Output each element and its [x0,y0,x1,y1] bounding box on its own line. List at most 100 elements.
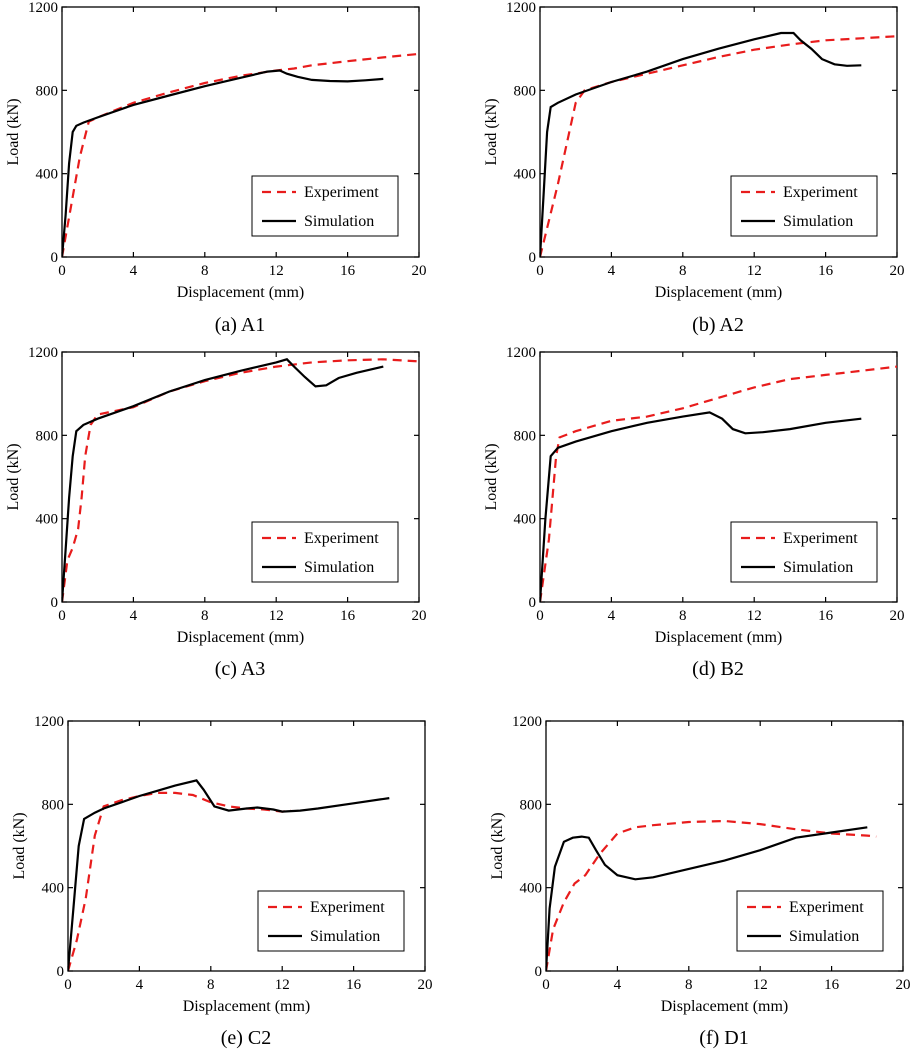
y-tick-label: 400 [36,167,59,183]
series-line-simulation [62,358,384,602]
x-tick-label: 12 [269,263,284,279]
plot-frame [545,720,904,972]
series-line-simulation [546,826,868,971]
x-tick-label: 12 [747,263,762,279]
x-tick-label: 8 [685,977,693,993]
plot-frame [67,720,426,972]
plot-frame [539,6,898,258]
y-tick-label: 1200 [34,714,64,730]
x-tick-label: 0 [58,608,66,624]
y-tick-label: 0 [529,250,537,266]
chart-panel-2: 0 4 8 12 16 20 0 400 800 1200 Displacement (mm) Loa… [483,0,905,336]
y-tick-label: 800 [36,428,59,444]
x-axis-label: Displacement (mm) [177,284,305,301]
x-tick-label: 0 [536,263,544,279]
x-axis-label: Displacement (mm) [177,629,305,646]
plot-frame [539,351,898,603]
legend-label-simulation: Simulation [304,559,374,576]
x-axis-label: Displacement (mm) [655,284,783,301]
legend-label-experiment: Experiment [304,530,379,547]
legend: Experiment Simulation [730,521,878,583]
chart-panel-6: 0 4 8 12 16 20 0 400 800 1200 Displacement (mm) Loa… [489,714,911,1049]
y-tick-label: 400 [36,512,59,528]
y-tick-label: 1200 [512,714,542,730]
y-axis-label: Load (kN) [489,812,506,879]
plot-frame [61,351,420,603]
x-tick-label: 16 [818,263,834,279]
series-line-experiment [540,365,897,602]
x-tick-label: 8 [201,263,209,279]
x-tick-label: 8 [207,977,215,993]
x-tick-label: 20 [412,608,427,624]
legend-label-simulation: Simulation [310,928,380,945]
legend: Experiment Simulation [730,175,878,237]
legend: Experiment Simulation [251,521,399,583]
y-axis-label: Load (kN) [5,98,22,165]
y-tick-label: 800 [520,797,543,813]
x-tick-label: 0 [542,977,550,993]
panel-caption: (d) B2 [692,658,744,680]
chart-panel-4: 0 4 8 12 16 20 0 400 800 1200 Displacement (mm) Loa… [483,345,905,680]
plot-frame [61,6,420,258]
panel-caption: (c) A3 [215,658,266,680]
y-axis-label: Load (kN) [5,443,22,510]
legend: Experiment Simulation [251,175,399,237]
series-line-simulation [68,779,390,971]
y-tick-label: 0 [51,250,59,266]
legend-box [730,175,878,237]
series-line-simulation [62,69,384,257]
panel-caption: (a) A1 [215,314,266,336]
x-tick-label: 12 [747,608,762,624]
x-tick-label: 8 [201,608,209,624]
legend-label-experiment: Experiment [304,184,379,201]
legend-box [257,890,405,952]
x-tick-label: 16 [346,977,362,993]
x-axis-label: Displacement (mm) [183,998,311,1015]
y-tick-label: 1200 [506,345,536,361]
legend-label-simulation: Simulation [789,928,859,945]
x-tick-label: 20 [890,263,905,279]
x-tick-label: 4 [608,608,616,624]
y-tick-label: 1200 [28,345,58,361]
series-line-experiment [68,791,292,971]
legend-label-experiment: Experiment [783,530,858,547]
x-tick-label: 12 [275,977,290,993]
series-line-experiment [546,819,877,971]
series-line-experiment [540,35,897,257]
y-axis-label: Load (kN) [483,98,500,165]
chart-panel-3: 0 4 8 12 16 20 0 400 800 1200 Displacement (mm) Loa… [5,345,427,680]
legend-label-experiment: Experiment [789,899,864,916]
y-axis-label: Load (kN) [483,443,500,510]
y-tick-label: 800 [36,83,59,99]
y-tick-label: 400 [520,881,543,897]
x-tick-label: 8 [679,263,687,279]
series-line-simulation [540,411,862,602]
x-tick-label: 4 [614,977,622,993]
x-tick-label: 16 [818,608,834,624]
x-tick-label: 4 [608,263,616,279]
chart-panel-5: 0 4 8 12 16 20 0 400 800 1200 Displacement (mm) Loa… [11,714,433,1049]
panel-caption: (e) C2 [221,1027,272,1049]
x-axis-label: Displacement (mm) [655,629,783,646]
legend-label-simulation: Simulation [783,559,853,576]
panel-caption: (f) D1 [699,1027,748,1049]
x-tick-label: 4 [130,608,138,624]
x-axis-label: Displacement (mm) [661,998,789,1015]
series-line-simulation [540,31,862,257]
legend-label-experiment: Experiment [783,184,858,201]
x-tick-label: 16 [824,977,840,993]
x-tick-label: 20 [418,977,433,993]
legend-label-experiment: Experiment [310,899,385,916]
x-tick-label: 8 [679,608,687,624]
y-tick-label: 0 [51,595,59,611]
y-tick-label: 1200 [506,0,536,16]
y-tick-label: 0 [535,964,543,980]
y-tick-label: 800 [42,797,65,813]
legend-box [251,521,399,583]
legend-label-simulation: Simulation [304,213,374,230]
y-tick-label: 400 [42,881,65,897]
y-tick-label: 400 [514,512,537,528]
series-line-experiment [62,52,419,257]
x-tick-label: 0 [58,263,66,279]
